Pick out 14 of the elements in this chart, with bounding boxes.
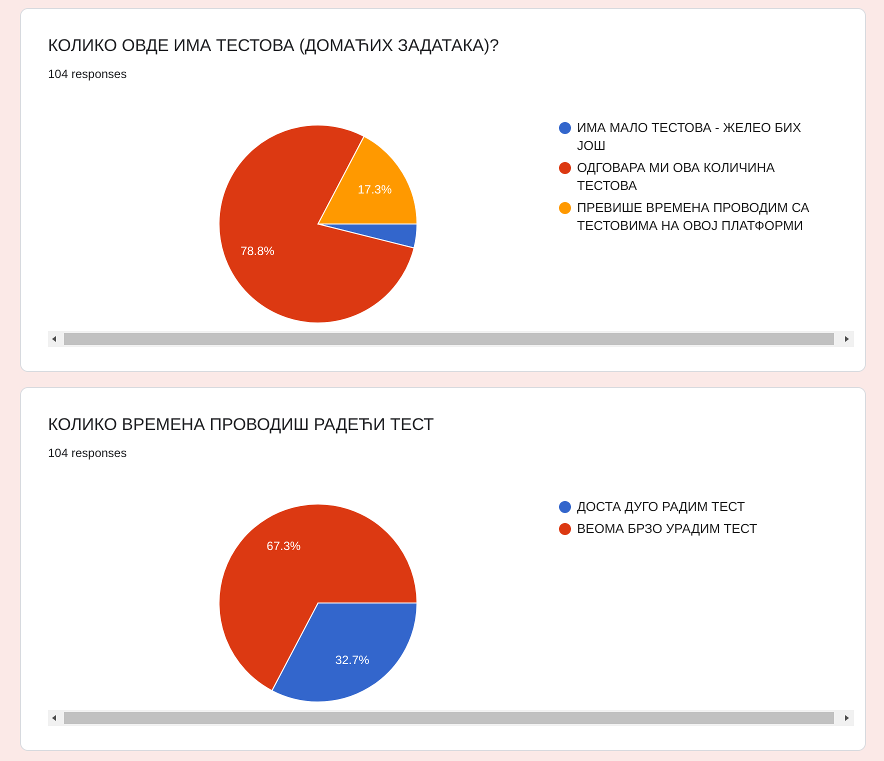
data-label: 78.8% [240, 244, 275, 258]
chart-title: КОЛИКО ОВДЕ ИМА ТЕСТОВА (ДОМАЋИХ ЗАДАТАКА)? [48, 36, 500, 56]
legend-label: ВЕОМА БРЗО УРАДИМ ТЕСТ [577, 520, 758, 538]
text: 104 responses [48, 67, 127, 81]
data-label: 17.3% [358, 182, 392, 197]
text: 104 responses [48, 446, 127, 460]
data-label: 67.3% [266, 539, 302, 554]
data-label: 32.7% [335, 652, 370, 667]
legend-label: ОДГОВАРА МИ ОВА КОЛИЧИНА ТЕСТОВА [577, 159, 776, 195]
chart-title: КОЛИКО ВРЕМЕНА ПРОВОДИШ РАДЕЋИ ТЕСТ [48, 415, 434, 435]
legend-label: ИМА МАЛО ТЕСТОВА - ЖЕЛЕО БИХ ЈОШ [577, 119, 802, 155]
legend-label: ДОСТА ДУГО РАДИМ ТЕСТ [577, 498, 745, 516]
legend-label: ПРЕВИШЕ ВРЕМЕНА ПРОВОДИМ СА ТЕСТОВИМА НА ОВОЈ ПЛАТФОРМИ [577, 199, 810, 235]
pie-slice [218, 124, 415, 324]
